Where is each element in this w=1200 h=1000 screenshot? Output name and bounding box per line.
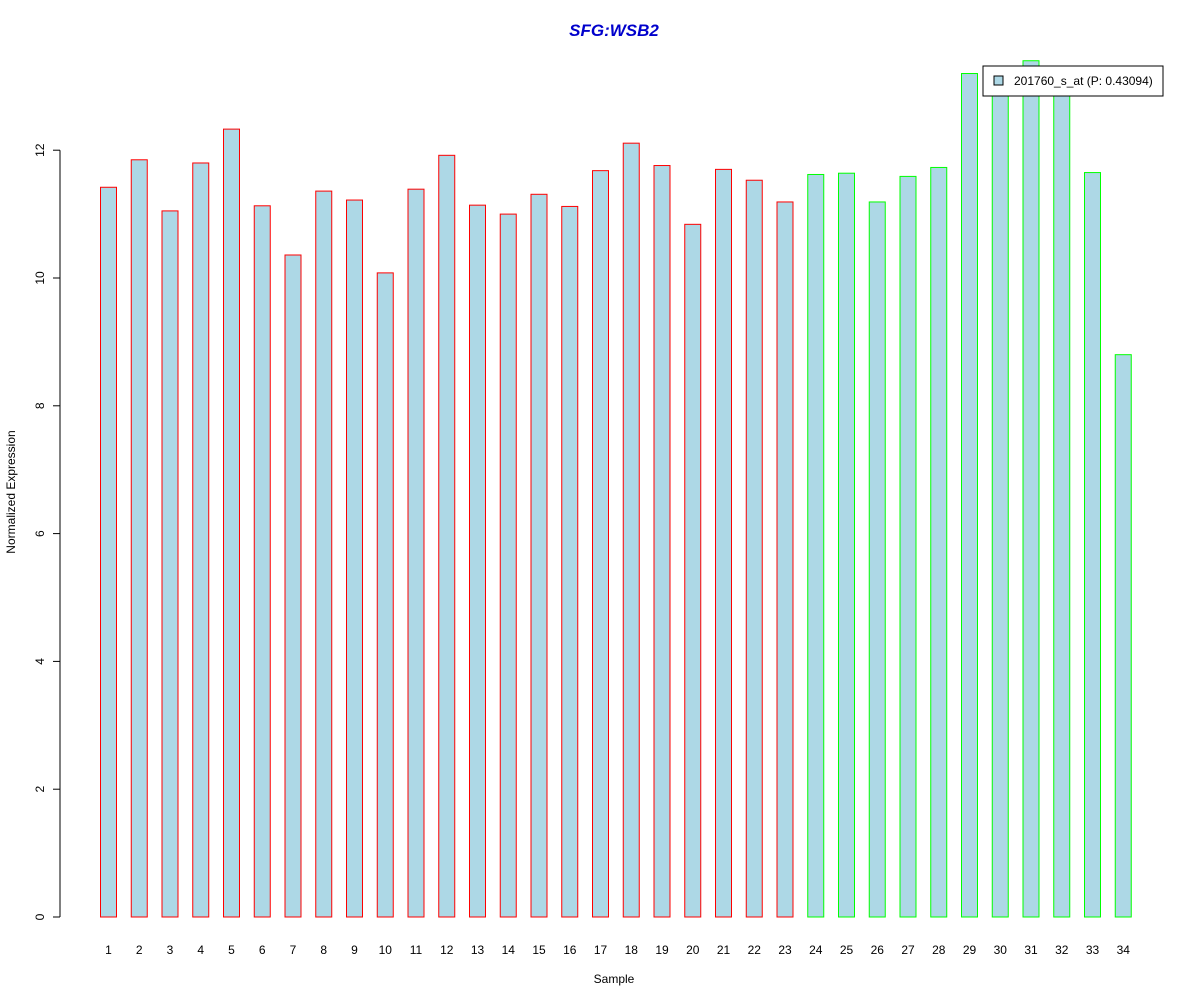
y-tick-label: 8	[33, 402, 47, 409]
bar-sample-31	[1022, 60, 1040, 918]
x-tick-label: 20	[686, 943, 700, 957]
x-tick-label: 11	[410, 943, 423, 957]
legend-swatch	[993, 75, 1004, 86]
bar-sample-26	[868, 201, 886, 918]
x-tick-label: 4	[197, 943, 204, 957]
y-tick-label: 0	[33, 913, 47, 920]
bar-sample-12	[438, 154, 456, 918]
bar-sample-6	[253, 205, 271, 918]
x-tick-label: 5	[228, 943, 235, 957]
x-tick-label: 1	[105, 943, 112, 957]
legend-label: 201760_s_at (P: 0.43094)	[1014, 74, 1153, 88]
x-tick-label: 18	[625, 943, 639, 957]
x-tick-label: 22	[748, 943, 762, 957]
y-tick-label: 6	[33, 530, 47, 537]
x-axis-label: Sample	[594, 972, 635, 986]
bar-sample-3	[161, 210, 179, 918]
legend: 201760_s_at (P: 0.43094)	[982, 65, 1164, 97]
x-tick-label: 8	[320, 943, 327, 957]
bar-sample-23	[776, 201, 794, 918]
bar-sample-5	[223, 128, 240, 918]
bar-sample-1	[100, 186, 117, 918]
x-tick-label: 26	[871, 943, 885, 957]
x-tick-label: 30	[994, 943, 1008, 957]
bar-sample-8	[315, 190, 333, 918]
x-tick-label: 9	[351, 943, 358, 957]
bar-sample-29	[961, 73, 978, 918]
y-axis: 0 2 4 6 8 10 12	[33, 143, 61, 920]
bar-sample-18	[622, 142, 640, 918]
x-tick-label: 28	[932, 943, 946, 957]
bar-sample-27	[899, 175, 917, 918]
bar-sample-10	[376, 272, 394, 918]
x-tick-label: 19	[655, 943, 669, 957]
y-axis-label: Normalized Expression	[4, 430, 18, 553]
bar-sample-16	[561, 205, 579, 918]
x-tick-label: 7	[290, 943, 297, 957]
y-tick-label: 4	[33, 658, 47, 665]
bar-sample-20	[684, 223, 702, 918]
x-tick-label: 6	[259, 943, 266, 957]
x-tick-label: 17	[594, 943, 608, 957]
x-tick-label: 3	[167, 943, 174, 957]
bar-sample-33	[1084, 172, 1101, 918]
y-tick-label: 2	[33, 786, 47, 793]
bar-sample-7	[284, 254, 302, 918]
x-tick-label: 12	[440, 943, 454, 957]
bars	[100, 60, 1132, 918]
chart-title: SFG:WSB2	[569, 21, 659, 40]
bar-sample-28	[930, 166, 948, 918]
x-tick-label: 16	[563, 943, 577, 957]
x-tick-label: 27	[901, 943, 915, 957]
bar-sample-4	[192, 162, 210, 918]
bar-sample-25	[838, 172, 855, 918]
bar-sample-15	[530, 193, 548, 918]
x-tick-label: 34	[1117, 943, 1131, 957]
x-tick-label: 14	[502, 943, 516, 957]
bar-sample-13	[469, 204, 486, 918]
bar-sample-24	[807, 173, 825, 918]
bar-sample-14	[499, 213, 517, 918]
x-tick-label: 23	[778, 943, 792, 957]
bar-sample-17	[592, 170, 609, 918]
bar-sample-21	[715, 168, 732, 918]
x-tick-label: 25	[840, 943, 854, 957]
bar-sample-11	[407, 188, 425, 918]
x-tick-label: 33	[1086, 943, 1100, 957]
x-tick-label: 24	[809, 943, 823, 957]
x-tick-label: 21	[717, 943, 731, 957]
bar-sample-2	[130, 159, 148, 918]
x-tick-label: 10	[379, 943, 393, 957]
x-tick-label: 2	[136, 943, 143, 957]
x-tick-labels: 1 2 3 4 5 6 7 8 9 10 11 12 13 14 15 16 17 18 19 20 21 22 23 24 2…	[105, 943, 1130, 957]
bar-sample-30	[991, 88, 1009, 918]
bar-sample-22	[745, 179, 763, 918]
bar-sample-9	[346, 199, 363, 918]
x-tick-label: 31	[1024, 943, 1038, 957]
legend-box	[982, 65, 1164, 97]
bar-sample-19	[653, 165, 671, 918]
y-tick-label: 10	[33, 271, 47, 285]
bar-sample-34	[1114, 354, 1132, 918]
x-tick-label: 13	[471, 943, 485, 957]
x-tick-label: 15	[532, 943, 546, 957]
x-tick-label: 29	[963, 943, 977, 957]
bar-sample-32	[1053, 88, 1071, 918]
y-tick-label: 12	[33, 143, 47, 157]
x-tick-label: 32	[1055, 943, 1069, 957]
